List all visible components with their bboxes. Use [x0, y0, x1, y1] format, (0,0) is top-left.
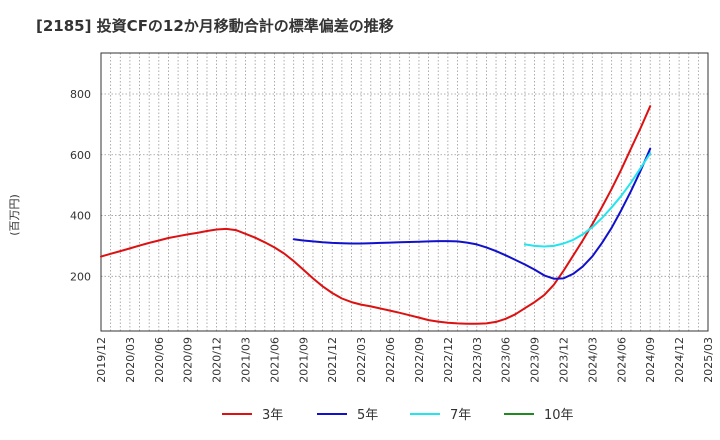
axes: 200 400 600 800 2019/12 2020/03 2020/06 2020/09… — [70, 52, 715, 383]
x-tick-label: 2023/06 — [500, 337, 513, 383]
legend-label-0: 3年 — [262, 408, 283, 423]
x-tick-label: 2021/06 — [268, 337, 281, 383]
chart-title: [2185] 投資CFの12か月移動合計の標準偏差の推移 — [36, 17, 394, 35]
series-lines — [100, 105, 652, 325]
legend-label-3: 10年 — [544, 408, 574, 423]
grid — [100, 53, 709, 331]
x-tick-label: 2021/03 — [240, 337, 253, 383]
x-tick-label: 2024/06 — [615, 337, 628, 383]
y-tick-label: 200 — [70, 270, 91, 283]
x-tick-label: 2022/12 — [442, 337, 455, 383]
x-tick-label: 2021/12 — [326, 337, 339, 383]
x-tick-label: 2025/03 — [702, 337, 715, 383]
x-tick-label: 2022/09 — [413, 337, 426, 383]
x-tick-label: 2020/09 — [182, 337, 195, 383]
x-tick-label: 2022/06 — [384, 337, 397, 383]
legend-label-2: 7年 — [450, 408, 471, 423]
series-line-2 — [523, 152, 652, 248]
x-tick-label: 2023/03 — [471, 337, 484, 383]
y-tick-label: 600 — [70, 149, 91, 162]
x-tick-label: 2023/09 — [529, 337, 542, 383]
x-tick-label: 2019/12 — [95, 337, 108, 383]
x-tick-label: 2024/03 — [586, 337, 599, 383]
x-tick-label: 2023/12 — [557, 337, 570, 383]
y-axis-label: (百万円) — [8, 194, 21, 236]
x-tick-label: 2022/03 — [355, 337, 368, 383]
series-line-1 — [292, 147, 652, 280]
x-tick-label: 2020/03 — [124, 337, 137, 383]
x-tick-label: 2020/06 — [153, 337, 166, 383]
x-tick-label: 2024/09 — [644, 337, 657, 383]
legend: 3年 5年 7年 10年 — [222, 408, 574, 423]
plot-area-border — [100, 52, 709, 332]
legend-label-1: 5年 — [357, 408, 378, 423]
x-tick-label: 2024/12 — [673, 337, 686, 383]
x-tick-label: 2021/09 — [297, 337, 310, 383]
series-line-0 — [100, 105, 652, 325]
y-tick-label: 800 — [70, 88, 91, 101]
x-tick-label: 2020/12 — [211, 337, 224, 383]
y-tick-label: 400 — [70, 210, 91, 223]
